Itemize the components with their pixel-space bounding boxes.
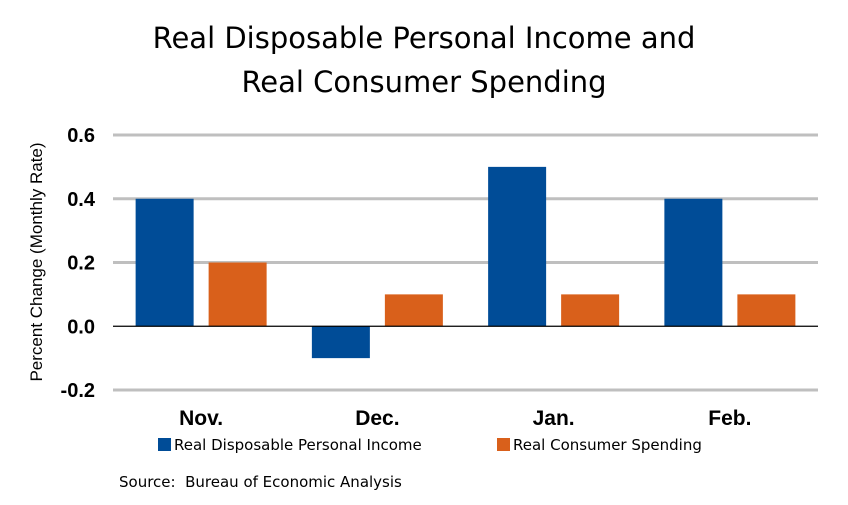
legend-swatch xyxy=(497,438,510,451)
y-tick-label: 0.6 xyxy=(67,125,95,147)
y-tick-label: -0.2 xyxy=(61,380,95,402)
bar-spending xyxy=(208,262,267,327)
x-tick-label: Feb. xyxy=(708,407,751,430)
bar-spending xyxy=(384,294,443,327)
chart-title-line2: Real Consumer Spending xyxy=(241,65,607,99)
bar-income xyxy=(311,326,370,359)
bar-income xyxy=(135,198,194,327)
x-tick-label: Dec. xyxy=(355,407,399,430)
source-note: Source: Bureau of Economic Analysis xyxy=(119,473,402,491)
bar-income xyxy=(488,166,547,327)
legend-swatch xyxy=(158,438,171,451)
bar-spending xyxy=(737,294,796,327)
legend-label: Real Consumer Spending xyxy=(513,436,702,454)
legend-label: Real Disposable Personal Income xyxy=(174,436,422,454)
y-tick-label: 0.2 xyxy=(67,253,95,275)
y-tick-label: 0.4 xyxy=(67,189,96,211)
y-axis-label: Percent Change (Monthly Rate) xyxy=(27,142,46,381)
chart-title-line1: Real Disposable Personal Income and xyxy=(152,21,696,55)
bar-income xyxy=(664,198,723,327)
chart-title: Real Disposable Personal Income and Real… xyxy=(0,16,848,104)
x-tick-label: Jan. xyxy=(533,407,575,430)
bar-spending xyxy=(561,294,620,327)
y-tick-label: 0.0 xyxy=(67,316,95,338)
x-tick-label: Nov. xyxy=(179,407,223,430)
